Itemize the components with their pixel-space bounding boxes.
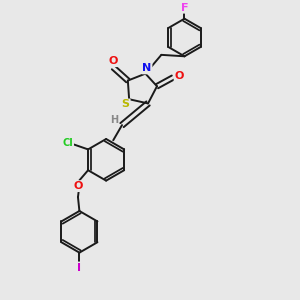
Text: O: O xyxy=(108,56,118,66)
Text: O: O xyxy=(175,71,184,81)
Text: S: S xyxy=(122,99,130,110)
Text: H: H xyxy=(110,115,118,125)
Text: O: O xyxy=(73,181,83,191)
Text: N: N xyxy=(142,63,152,74)
Text: Cl: Cl xyxy=(62,138,73,148)
Text: I: I xyxy=(77,263,81,273)
Text: F: F xyxy=(181,3,188,13)
